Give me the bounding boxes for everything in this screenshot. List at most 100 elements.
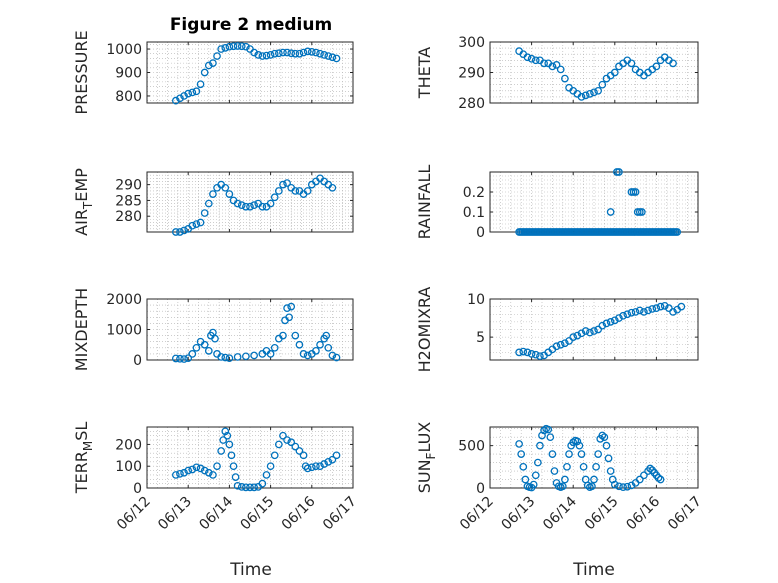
data-point xyxy=(623,310,632,319)
data-point xyxy=(619,483,627,492)
data-point xyxy=(204,468,213,477)
data-point xyxy=(250,48,258,57)
subplot-rainfall: 0 0.1 0.2 RAINFALL xyxy=(415,165,699,241)
data-point xyxy=(299,451,308,460)
data-point xyxy=(171,354,180,363)
data-point xyxy=(266,350,275,358)
data-point xyxy=(316,49,324,58)
data-point xyxy=(223,431,232,440)
data-point xyxy=(303,187,312,195)
y-axis-label: H2OMIXRA xyxy=(415,287,434,373)
data-point xyxy=(188,88,197,97)
data-point xyxy=(209,471,217,479)
data-point xyxy=(242,483,250,492)
data-point xyxy=(531,350,540,359)
y-tick-label: 290 xyxy=(458,66,485,82)
y-axis-label: PRESSURE xyxy=(72,30,91,114)
data-point xyxy=(233,199,242,208)
data-point xyxy=(610,316,619,325)
data-point xyxy=(209,190,217,198)
data-point xyxy=(221,44,230,52)
data-point xyxy=(529,480,538,489)
data-point xyxy=(573,437,582,446)
data-point xyxy=(274,440,283,449)
data-point xyxy=(171,96,180,105)
y-tick-label: 0 xyxy=(476,225,485,241)
data-point xyxy=(200,209,209,217)
data-point xyxy=(213,462,221,471)
data-point xyxy=(320,460,329,468)
data-point xyxy=(590,88,598,97)
data-point xyxy=(519,347,528,356)
data-point xyxy=(291,442,300,451)
data-point xyxy=(332,451,341,460)
axes-frame xyxy=(146,426,354,489)
data-point xyxy=(517,450,526,458)
x-axis-label-left: Time xyxy=(229,560,272,580)
data-point xyxy=(200,68,209,77)
data-point xyxy=(270,451,279,460)
data-point xyxy=(569,438,578,447)
data-point xyxy=(648,305,657,313)
data-point xyxy=(287,438,296,447)
data-point xyxy=(677,302,686,311)
data-point xyxy=(192,87,201,96)
data-point xyxy=(521,475,530,484)
data-point xyxy=(640,308,648,316)
data-point xyxy=(200,340,209,349)
data-point xyxy=(303,464,312,473)
data-point xyxy=(669,308,677,316)
data-point xyxy=(631,308,640,316)
data-point xyxy=(307,48,316,56)
data-point xyxy=(242,42,250,51)
data-point xyxy=(279,431,287,440)
data-point xyxy=(590,327,598,335)
data-point xyxy=(266,199,275,208)
data-point xyxy=(209,59,217,67)
data-point xyxy=(221,353,230,362)
data-point xyxy=(295,340,304,349)
data-point xyxy=(652,304,661,312)
data-point xyxy=(283,48,291,57)
data-point xyxy=(270,49,279,58)
data-point xyxy=(669,59,677,68)
data-point xyxy=(563,462,571,471)
data-point xyxy=(324,458,333,466)
y-tick-label: 285 xyxy=(115,193,142,209)
y-tick-label: 0 xyxy=(476,481,485,497)
data-point xyxy=(577,329,586,338)
data-point xyxy=(279,48,287,57)
data-point xyxy=(231,473,240,481)
data-point xyxy=(233,42,242,50)
data-point xyxy=(575,441,584,450)
data-point xyxy=(184,89,193,98)
data-point xyxy=(258,479,267,488)
subplot-theta: 280 290 300 THETA xyxy=(415,35,699,112)
data-point xyxy=(577,450,586,458)
y-axis-label: RAINFALL xyxy=(415,165,434,240)
y-tick-label: 100 xyxy=(115,459,142,475)
data-point xyxy=(250,483,258,492)
data-point xyxy=(188,221,197,230)
data-point xyxy=(556,65,565,74)
data-point xyxy=(328,455,337,464)
data-point xyxy=(540,59,548,68)
y-tick-label: 1000 xyxy=(106,323,142,339)
data-point xyxy=(312,462,320,471)
axes-frame xyxy=(489,298,699,361)
data-point xyxy=(270,343,279,352)
data-point xyxy=(631,188,640,196)
data-point xyxy=(332,353,341,362)
data-point xyxy=(527,54,536,63)
data-point xyxy=(233,353,242,361)
data-point xyxy=(581,327,590,335)
data-point xyxy=(291,49,300,58)
data-point xyxy=(533,458,542,467)
data-point xyxy=(640,471,648,480)
data-point xyxy=(229,42,238,51)
data-point xyxy=(519,462,528,471)
data-point xyxy=(328,183,337,192)
data-point xyxy=(225,440,234,449)
data-point xyxy=(307,463,316,472)
